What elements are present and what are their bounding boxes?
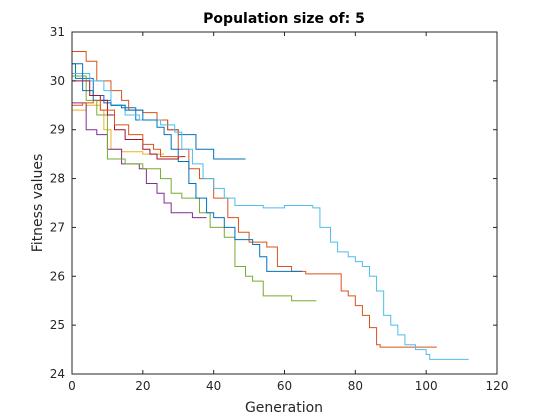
x-tick-label: 120 [486, 379, 509, 393]
y-axis-label: Fitness values [30, 154, 46, 252]
y-tick-label: 31 [50, 25, 65, 39]
y-tick-label: 30 [50, 74, 65, 88]
y-tick-label: 28 [50, 172, 65, 186]
x-tick-label: 40 [206, 379, 221, 393]
x-axis-label: Generation [245, 400, 323, 416]
x-tick-label: 20 [135, 379, 150, 393]
x-tick-label: 80 [348, 379, 363, 393]
chart-title: Population size of: 5 [203, 11, 365, 27]
y-tick-label: 26 [50, 269, 65, 283]
y-tick-label: 27 [50, 220, 65, 234]
y-tick-label: 29 [50, 123, 65, 137]
x-tick-label: 0 [68, 379, 76, 393]
y-tick-label: 24 [50, 367, 65, 381]
y-tick-label: 25 [50, 318, 65, 332]
x-tick-label: 60 [277, 379, 292, 393]
plot-area [72, 32, 497, 374]
x-tick-label: 100 [415, 379, 438, 393]
